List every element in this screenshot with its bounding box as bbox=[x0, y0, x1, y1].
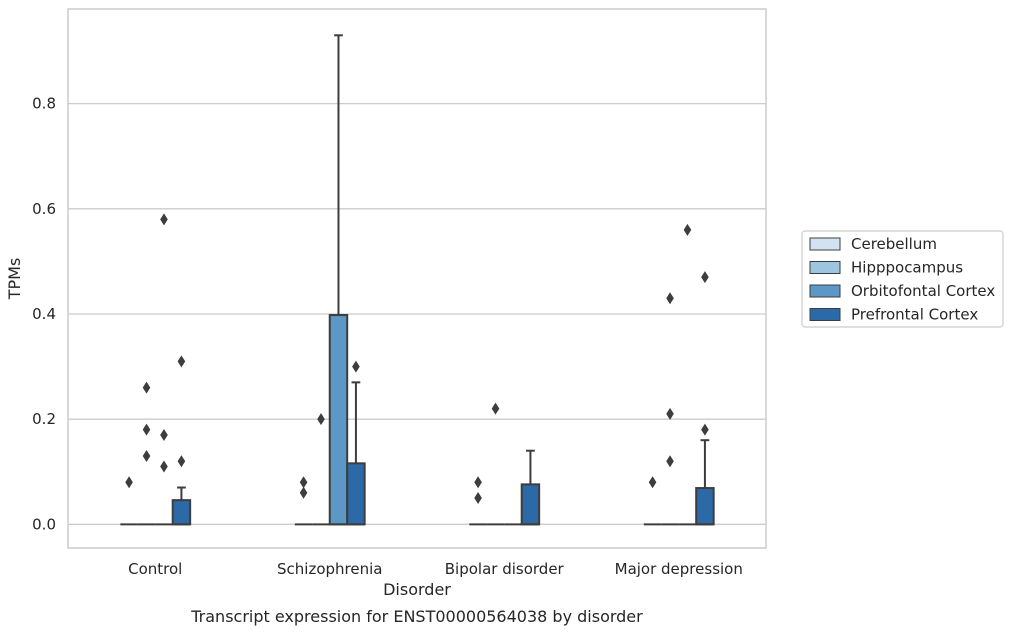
box-plot-group bbox=[120, 476, 138, 526]
box bbox=[520, 483, 541, 526]
box bbox=[171, 499, 192, 526]
outlier-point bbox=[177, 355, 186, 368]
box-plot-group bbox=[661, 292, 679, 526]
x-tick-label: Major depression bbox=[615, 560, 743, 578]
outlier-point bbox=[683, 223, 692, 236]
y-axis-label: TPMs bbox=[5, 258, 24, 301]
plot-area-frame bbox=[67, 8, 767, 549]
box-plot-group bbox=[643, 476, 662, 526]
legend-swatch bbox=[809, 237, 841, 251]
x-tick-label: Control bbox=[128, 560, 182, 578]
box-plot-group bbox=[469, 476, 487, 526]
outlier-point bbox=[299, 486, 308, 499]
box bbox=[695, 487, 715, 526]
outlier-point bbox=[474, 476, 482, 489]
box-plot-marks bbox=[120, 34, 715, 526]
box bbox=[328, 314, 349, 526]
outlier-point bbox=[142, 449, 151, 462]
y-tick-label: 0.8 bbox=[32, 95, 56, 113]
y-tick-label: 0.6 bbox=[32, 200, 56, 218]
outlier-point bbox=[160, 428, 168, 441]
box-plot-group bbox=[678, 223, 697, 526]
legend-swatch bbox=[809, 284, 841, 298]
box-plot-group bbox=[171, 355, 192, 526]
box-plot-group bbox=[695, 271, 715, 526]
outlier-point bbox=[701, 423, 709, 436]
box-plot-group bbox=[312, 413, 330, 526]
outlier-point bbox=[666, 292, 674, 305]
y-tick-label: 0.4 bbox=[32, 305, 56, 323]
x-tick-label: Schizophrenia bbox=[277, 560, 382, 578]
outlier-point bbox=[160, 213, 168, 226]
legend: Cerebellum Hipppocampus Orbitofontal Corte… bbox=[801, 230, 1004, 328]
figure-caption: Transcript expression for ENST0000056403… bbox=[190, 607, 643, 626]
outlier-point bbox=[142, 423, 151, 436]
gridlines bbox=[68, 103, 766, 525]
outlier-point bbox=[142, 381, 151, 394]
box-plot-group bbox=[328, 34, 349, 526]
box-plot-group bbox=[137, 381, 156, 526]
box-plot-group bbox=[294, 476, 313, 526]
legend-swatch bbox=[809, 308, 841, 321]
box-plot-group bbox=[520, 449, 541, 526]
outlier-point bbox=[352, 360, 360, 373]
outlier-point bbox=[299, 476, 308, 489]
legend-swatch bbox=[809, 261, 841, 274]
outlier-point bbox=[160, 460, 168, 473]
box-plot-group bbox=[155, 213, 173, 526]
legend-label: Hipppocampus bbox=[851, 259, 963, 277]
legend-label: Prefrontal Cortex bbox=[851, 306, 978, 324]
x-tick-label: Bipolar disorder bbox=[445, 560, 565, 578]
y-tick-label: 0.0 bbox=[32, 515, 56, 533]
x-axis-label: Disorder bbox=[383, 580, 451, 599]
outlier-point bbox=[491, 402, 500, 415]
outlier-point bbox=[648, 476, 657, 489]
box-plot-group bbox=[346, 360, 366, 526]
y-tick-label: 0.2 bbox=[32, 410, 56, 428]
outlier-point bbox=[666, 455, 674, 468]
outlier-point bbox=[666, 407, 674, 420]
box-plot-group bbox=[486, 402, 505, 526]
legend-label: Cerebellum bbox=[851, 235, 937, 253]
outlier-point bbox=[125, 476, 133, 489]
axis-ticks: 0.0 0.2 0.4 0.6 0.8 Control Schizophrenia Bipol… bbox=[32, 95, 743, 578]
legend-label: Orbitofontal Cortex bbox=[851, 282, 995, 300]
outlier-point bbox=[317, 413, 325, 426]
box bbox=[346, 462, 366, 526]
outlier-point bbox=[177, 455, 186, 468]
outlier-point bbox=[474, 492, 482, 505]
outlier-point bbox=[701, 271, 709, 284]
legend-frame bbox=[801, 230, 1004, 328]
